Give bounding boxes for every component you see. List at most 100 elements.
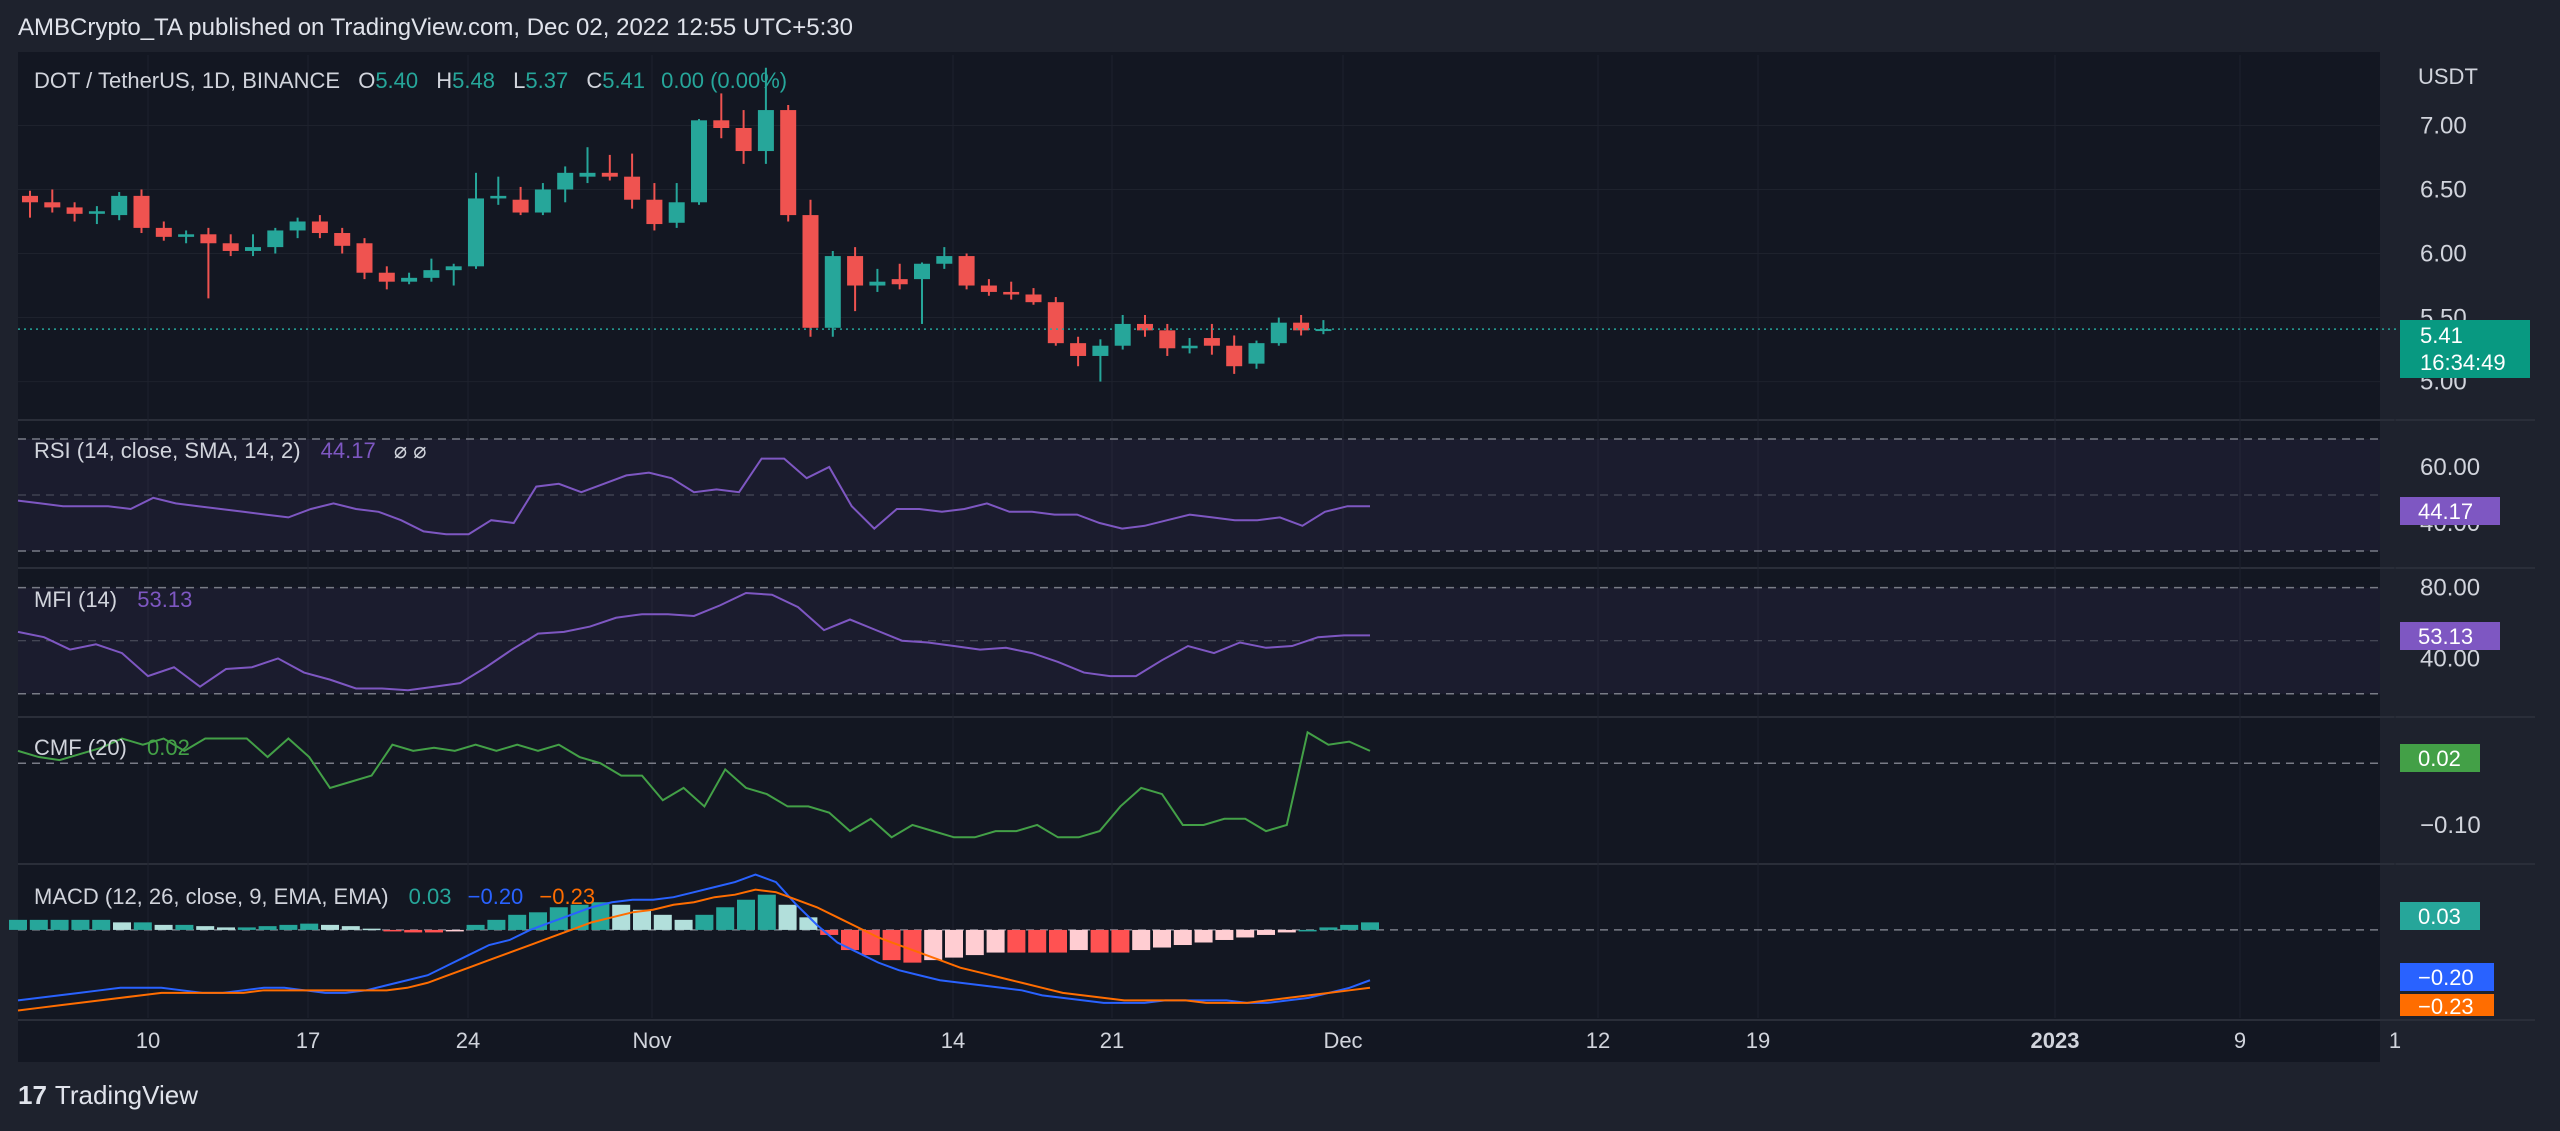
candle xyxy=(1047,297,1064,346)
macd-histogram-bar xyxy=(737,899,755,930)
macd-line-value: −0.20 xyxy=(468,884,524,909)
macd-histogram-bar xyxy=(175,924,194,930)
candle-body xyxy=(267,230,284,248)
candle xyxy=(1159,323,1176,356)
macd-histogram-bar xyxy=(508,914,527,930)
macd-histogram-bar xyxy=(1069,929,1088,951)
candle xyxy=(445,263,462,286)
macd-histogram-bar xyxy=(612,904,631,930)
macd-histogram-bar xyxy=(445,929,464,932)
macd-histogram-bar xyxy=(1028,929,1047,953)
candle xyxy=(66,202,83,222)
candle-body xyxy=(1137,323,1153,331)
candle xyxy=(401,272,418,285)
ohlc-open: 5.40 xyxy=(375,68,418,93)
candle xyxy=(267,227,284,254)
macd-histogram-bar xyxy=(757,894,776,930)
candle xyxy=(155,221,172,241)
candle-body xyxy=(423,270,440,278)
macd-histogram-bar xyxy=(50,919,69,930)
x-tick-label: 21 xyxy=(1100,1028,1124,1053)
macd-histogram-bar xyxy=(1090,929,1109,953)
x-tick-label: Nov xyxy=(632,1028,671,1053)
candle xyxy=(1070,336,1087,367)
candle-body xyxy=(601,172,618,177)
cmf-badge xyxy=(2400,744,2480,772)
candle-body xyxy=(378,272,395,282)
candle-body xyxy=(1092,345,1109,356)
indicator-line xyxy=(17,591,1370,692)
macd-histogram-bar xyxy=(133,922,152,930)
ohlc-l-key: L xyxy=(513,68,525,93)
candle xyxy=(111,192,128,221)
macd-histogram-bar xyxy=(487,919,506,930)
candle-body xyxy=(245,247,261,251)
mfi-value: 53.13 xyxy=(137,587,192,612)
x-tick-label: 1 xyxy=(2389,1028,2401,1053)
candle-body xyxy=(824,256,841,328)
candle-body xyxy=(735,128,752,152)
mfi-pane[interactable] xyxy=(17,586,2380,695)
candle xyxy=(289,217,306,239)
macd-histogram-bar xyxy=(258,926,277,930)
indicator-tick-label: −0.10 xyxy=(2420,812,2481,839)
macd-hist-value: 0.03 xyxy=(409,884,452,909)
macd-histogram-bar xyxy=(1298,929,1317,932)
candle-body xyxy=(579,172,596,177)
candle xyxy=(869,268,886,292)
cmf-pane[interactable] xyxy=(17,730,2380,839)
price-tick-label: 6.50 xyxy=(2420,176,2467,203)
macd-histogram-bar xyxy=(425,929,443,933)
candle-body xyxy=(445,266,462,271)
price-candles[interactable] xyxy=(18,67,2400,382)
candle xyxy=(624,153,641,209)
candle xyxy=(44,189,61,213)
macd-histogram-bar xyxy=(300,923,319,930)
candle-body xyxy=(155,227,172,237)
candle xyxy=(222,234,239,257)
candle xyxy=(557,166,574,203)
price-legend: DOT / TetherUS, 1D, BINANCE O5.40 H5.48 … xyxy=(34,68,787,93)
candle-body xyxy=(490,195,507,199)
macd-histogram-bar xyxy=(1111,929,1130,953)
candle-body xyxy=(1114,323,1131,346)
tradingview-brand[interactable]: 17 TradingView xyxy=(18,1080,198,1111)
candle xyxy=(757,67,774,164)
ohlc-c-key: C xyxy=(586,68,602,93)
macd-pane[interactable] xyxy=(9,873,2380,1012)
macd-histogram-bar xyxy=(466,924,485,930)
macd-line xyxy=(17,873,1371,1004)
macd-histogram-bar xyxy=(1153,929,1171,948)
macd-histogram-bar xyxy=(1173,929,1192,946)
rsi-value: 44.17 xyxy=(321,438,376,463)
candle-body xyxy=(1003,291,1020,295)
cmf-legend: CMF (20) 0.02 xyxy=(34,735,190,760)
macd-histogram-bar xyxy=(653,914,672,930)
candle-body xyxy=(1047,302,1064,344)
macd-line-badge-text: −0.20 xyxy=(2418,965,2474,990)
candle-body xyxy=(624,176,641,200)
cmf-title: CMF (20) xyxy=(34,735,127,760)
macd-histogram-bar xyxy=(1236,929,1255,938)
candle xyxy=(824,250,841,337)
candle xyxy=(780,104,797,222)
macd-histogram-bar xyxy=(196,926,215,930)
rsi-pane[interactable] xyxy=(17,438,2380,552)
macd-histogram-bar xyxy=(92,919,111,930)
macd-histogram-bar xyxy=(1049,929,1067,953)
candle-body xyxy=(534,189,551,213)
macd-histogram-bar xyxy=(1215,929,1234,940)
macd-histogram-bar xyxy=(321,924,339,930)
x-tick-label: 9 xyxy=(2234,1028,2246,1053)
candle-body xyxy=(178,234,195,237)
macd-histogram-bar xyxy=(1132,929,1151,951)
macd-histogram-bar xyxy=(882,929,901,961)
candle-body xyxy=(1070,343,1087,356)
candle-body xyxy=(1181,345,1198,349)
candle-body xyxy=(1226,345,1243,367)
macd-histogram-bar xyxy=(716,907,735,930)
indicator-tick-label: 60.00 xyxy=(2420,454,2480,481)
candle-body xyxy=(646,199,663,225)
macd-histogram-bar xyxy=(404,929,423,933)
